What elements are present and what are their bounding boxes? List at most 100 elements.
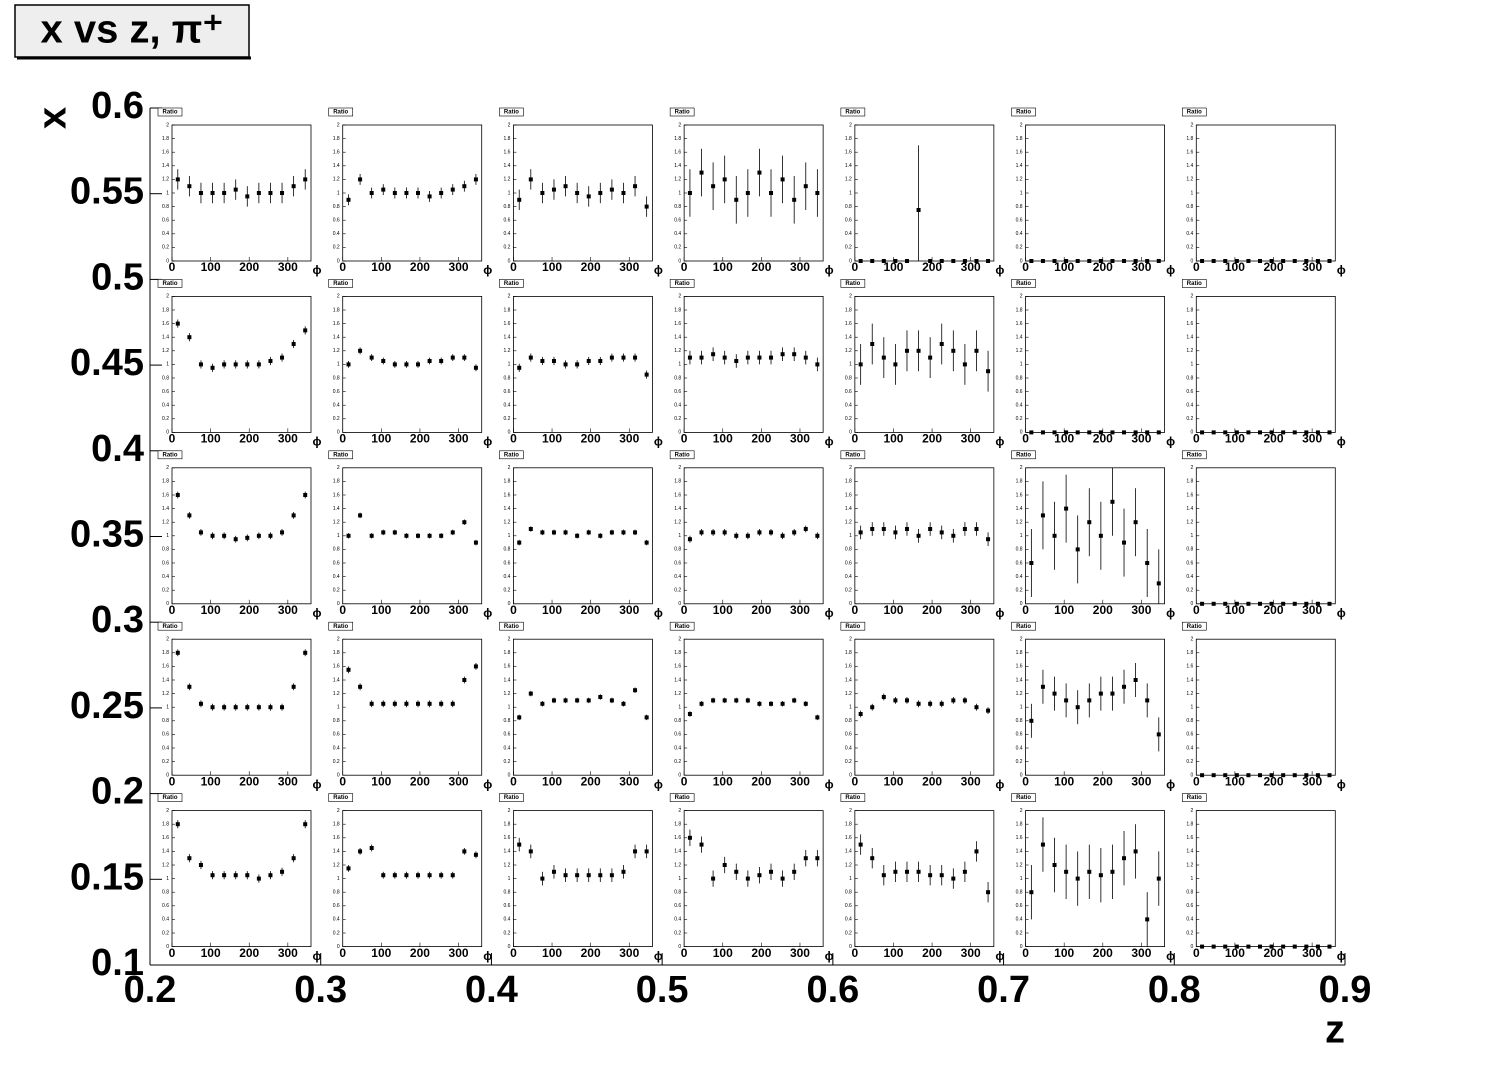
panel-frame	[342, 467, 483, 605]
panel-x-tick-label: 300	[961, 260, 981, 274]
data-point	[268, 533, 273, 538]
data-point	[1098, 873, 1103, 878]
data-point	[528, 355, 533, 360]
panel-frame	[683, 810, 824, 947]
panel-frame	[854, 638, 995, 776]
data-point	[439, 359, 444, 363]
panel-y-tick-label: 0.2	[845, 416, 852, 422]
panel-y-tick-label: 0.2	[162, 930, 169, 936]
panel-title-box	[1011, 450, 1036, 460]
panel-y-tick-label: 1.8	[845, 136, 852, 142]
panel-y-tick-label: 1.4	[503, 163, 510, 169]
panel-y-tick-label: 2	[678, 294, 681, 300]
data-point	[962, 527, 967, 531]
data-point	[358, 348, 363, 353]
data-point	[881, 259, 886, 263]
panel-y-tick-label: 1.4	[1016, 677, 1023, 683]
panel-y-tick-label: 0.2	[674, 245, 681, 251]
panel-y-tick-label: 1.6	[1186, 664, 1193, 670]
panel-x-tick-label: 100	[371, 432, 391, 446]
data-point	[904, 259, 909, 263]
panel-x-tick-label: 300	[449, 432, 469, 446]
panel-y-tick-label: 0.6	[162, 560, 169, 566]
panel-title-box	[499, 450, 524, 460]
data-point	[769, 869, 774, 874]
panel-y-tick-label: 2	[337, 637, 340, 643]
panel-x-tick-label: 100	[201, 432, 221, 446]
panel-x-tick-label: 300	[278, 432, 298, 446]
panel-x-label: ϕ	[313, 606, 322, 620]
data-point	[644, 372, 649, 377]
panel-y-tick-label: 1.6	[162, 492, 169, 498]
data-point	[1156, 732, 1161, 737]
panel-y-tick-label: 0.2	[845, 759, 852, 765]
panel-y-tick-label: 2	[849, 808, 852, 814]
panel-y-tick-label: 1.4	[503, 335, 510, 341]
panel-y-tick-label: 0.2	[333, 759, 340, 765]
panel-x-tick-label: 0	[339, 946, 346, 960]
data-point	[303, 493, 308, 497]
data-point	[462, 355, 467, 360]
panel-y-tick-label: 0.2	[162, 588, 169, 594]
data-point	[392, 530, 397, 535]
panel-title-box	[1181, 793, 1207, 802]
y-tick-label: 0.45	[70, 342, 144, 384]
panel-y-tick-label: 1.8	[845, 822, 852, 828]
data-point	[1110, 869, 1115, 874]
data-point	[1315, 259, 1320, 263]
data-point	[734, 359, 739, 363]
panel-x-label: ϕ	[483, 435, 492, 449]
panel-x-tick-label: 200	[922, 774, 942, 788]
panel-title-box	[1181, 450, 1207, 460]
panel-x-tick-label: 0	[681, 432, 688, 446]
data-point	[210, 533, 215, 538]
data-point	[222, 533, 227, 538]
panel-y-tick-label: 0.8	[674, 204, 681, 210]
data-point	[1075, 430, 1080, 435]
data-point	[1269, 259, 1274, 263]
panel-y-tick-label: 1	[337, 362, 340, 368]
data-point	[187, 513, 192, 518]
panel-title: Ratio	[163, 795, 178, 801]
panel-x-tick-label: 0	[169, 603, 176, 617]
panel-y-tick-label: 0	[337, 944, 340, 950]
panel-title: Ratio	[1187, 624, 1202, 630]
panel-y-tick-label: 2	[1191, 122, 1194, 128]
panel-y-tick-label: 1	[508, 362, 511, 368]
panel-y-tick-label: 1.6	[1186, 321, 1193, 327]
panel-y-tick-label: 1	[1191, 190, 1194, 196]
data-point	[1246, 259, 1251, 263]
panel-title-box	[157, 793, 183, 802]
data-point	[473, 664, 478, 669]
panel-y-tick-label: 1.2	[1186, 862, 1193, 868]
panel-y-tick-label: 1.4	[503, 849, 510, 855]
panel-title-box	[1011, 793, 1036, 802]
panel-y-tick-label: 1.6	[845, 492, 852, 498]
panel-y-tick-label: 0.6	[845, 218, 852, 224]
panel-y-tick-label: 1.6	[674, 150, 681, 156]
panel-y-tick-label: 1.2	[845, 862, 852, 868]
panel-y-tick-label: 0.6	[1016, 732, 1023, 738]
panel-y-tick-label: 1.4	[674, 163, 681, 169]
panel-y-tick-label: 1.2	[845, 177, 852, 183]
panel-y-tick-label: 0.6	[503, 218, 510, 224]
data-point	[757, 873, 762, 878]
panel-y-tick-label: 1.4	[845, 849, 852, 855]
panel-y-tick-label: 1.8	[333, 822, 340, 828]
data-point	[644, 540, 649, 545]
panel-y-tick-label: 1.8	[503, 479, 510, 485]
panel-title: Ratio	[504, 281, 519, 287]
data-point	[586, 530, 591, 535]
data-point	[803, 355, 808, 360]
panel-title-box	[499, 793, 524, 802]
data-point	[621, 191, 626, 195]
data-point	[303, 177, 308, 182]
data-point	[1064, 506, 1069, 511]
data-point	[1133, 430, 1138, 435]
panel-y-tick-label: 1.2	[162, 691, 169, 697]
data-point	[1269, 601, 1274, 606]
data-point	[1122, 540, 1127, 545]
panel-x-tick-label: 0	[339, 260, 346, 274]
panel-x-label: ϕ	[1166, 435, 1175, 449]
data-point	[1327, 944, 1332, 949]
